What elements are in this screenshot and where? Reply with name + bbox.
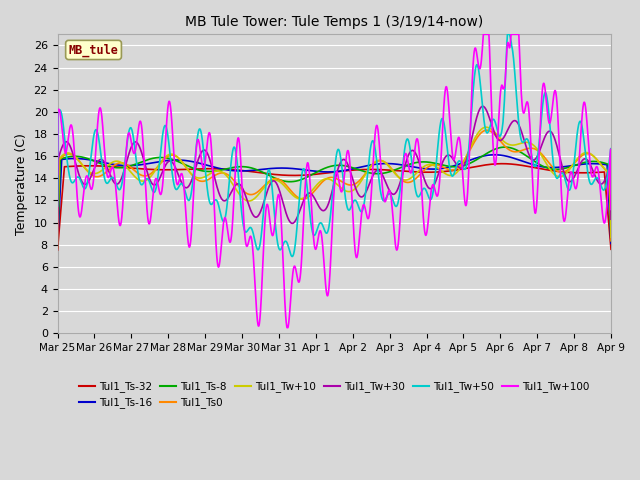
Tul1_Ts-8: [591, 158, 599, 164]
Line: Tul1_Tw+30: Tul1_Tw+30: [58, 106, 611, 247]
Tul1_Ts-8: [54, 243, 61, 249]
Tul1_Ts-8: [308, 172, 316, 178]
Tul1_Ts0: [591, 155, 599, 161]
Tul1_Tw+50: [54, 203, 61, 209]
Tul1_Tw+50: [323, 230, 331, 236]
Tul1_Ts-32: [490, 161, 497, 167]
Tul1_Ts-32: [308, 172, 316, 178]
Y-axis label: Temperature (C): Temperature (C): [15, 133, 28, 235]
Line: Tul1_Ts-8: Tul1_Ts-8: [58, 147, 611, 246]
Tul1_Tw+50: [607, 191, 615, 197]
Tul1_Tw+10: [490, 128, 497, 134]
Tul1_Tw+100: [607, 206, 615, 212]
Tul1_Tw+10: [607, 234, 615, 240]
Tul1_Tw+50: [490, 117, 497, 122]
Tul1_Ts-16: [591, 161, 599, 167]
Tul1_Ts-16: [82, 156, 90, 162]
Tul1_Tw+30: [607, 216, 615, 222]
Tul1_Tw+50: [308, 228, 316, 234]
Tul1_Tw+10: [82, 166, 90, 172]
Tul1_Tw+30: [82, 181, 90, 187]
Tul1_Tw+50: [82, 185, 90, 191]
Tul1_Ts-32: [607, 246, 615, 252]
Line: Tul1_Ts-16: Tul1_Ts-16: [58, 155, 611, 246]
Tul1_Ts0: [607, 238, 615, 244]
Tul1_Ts-32: [499, 161, 506, 167]
Tul1_Tw+30: [479, 103, 486, 109]
Tul1_Ts-16: [491, 152, 499, 157]
Tul1_Tw+10: [323, 176, 330, 181]
Tul1_Ts-8: [591, 158, 599, 164]
Line: Tul1_Ts-32: Tul1_Ts-32: [58, 164, 611, 250]
Line: Tul1_Tw+10: Tul1_Tw+10: [58, 127, 611, 247]
Tul1_Tw+30: [54, 244, 61, 250]
Tul1_Tw+100: [591, 166, 599, 171]
Tul1_Ts0: [591, 155, 599, 160]
Tul1_Tw+10: [54, 244, 61, 250]
Tul1_Ts0: [490, 131, 497, 136]
Tul1_Ts-16: [54, 243, 61, 249]
Tul1_Ts0: [308, 191, 316, 197]
Tul1_Tw+100: [284, 325, 291, 331]
Tul1_Tw+50: [289, 253, 296, 259]
Title: MB Tule Tower: Tule Temps 1 (3/19/14-now): MB Tule Tower: Tule Temps 1 (3/19/14-now…: [185, 15, 483, 29]
Tul1_Tw+50: [591, 176, 599, 181]
Tul1_Tw+50: [591, 176, 599, 182]
Tul1_Tw+100: [479, 32, 487, 37]
Tul1_Tw+10: [591, 155, 599, 161]
Tul1_Tw+30: [591, 173, 599, 179]
Tul1_Tw+100: [323, 292, 331, 298]
Tul1_Ts0: [82, 166, 90, 172]
Tul1_Ts-8: [501, 144, 509, 150]
Tul1_Tw+30: [490, 128, 497, 133]
Tul1_Ts0: [483, 127, 490, 133]
Tul1_Tw+30: [323, 205, 330, 211]
Tul1_Ts-8: [607, 238, 615, 243]
Tul1_Tw+10: [483, 124, 490, 130]
Text: MB_tule: MB_tule: [68, 43, 118, 57]
Tul1_Ts-32: [323, 170, 330, 176]
Line: Tul1_Tw+50: Tul1_Tw+50: [58, 35, 611, 256]
Tul1_Tw+100: [82, 175, 90, 181]
Tul1_Ts-16: [490, 152, 497, 157]
Tul1_Tw+100: [591, 167, 599, 172]
Tul1_Ts0: [54, 244, 61, 250]
Tul1_Tw+10: [591, 155, 599, 160]
Tul1_Ts-8: [323, 165, 330, 170]
Tul1_Ts-8: [82, 155, 90, 161]
Tul1_Tw+100: [490, 156, 498, 161]
Tul1_Ts-8: [490, 147, 497, 153]
Tul1_Tw+100: [308, 217, 316, 223]
Tul1_Ts-16: [591, 161, 599, 167]
Tul1_Ts-32: [54, 247, 61, 253]
Tul1_Ts0: [323, 176, 330, 181]
Line: Tul1_Tw+100: Tul1_Tw+100: [58, 35, 611, 328]
Line: Tul1_Ts0: Tul1_Ts0: [58, 130, 611, 247]
Tul1_Ts-16: [607, 240, 615, 246]
Tul1_Tw+30: [308, 192, 316, 197]
Tul1_Tw+50: [504, 32, 511, 37]
Tul1_Ts-32: [591, 169, 599, 175]
Tul1_Tw+100: [54, 172, 61, 178]
Tul1_Tw+10: [308, 188, 316, 193]
Tul1_Ts-32: [591, 169, 599, 175]
Tul1_Tw+30: [591, 173, 599, 179]
Tul1_Ts-16: [308, 168, 316, 174]
Legend: Tul1_Ts-32, Tul1_Ts-16, Tul1_Ts-8, Tul1_Ts0, Tul1_Tw+10, Tul1_Tw+30, Tul1_Tw+50,: Tul1_Ts-32, Tul1_Ts-16, Tul1_Ts-8, Tul1_…: [75, 377, 593, 413]
Tul1_Ts-32: [82, 163, 90, 168]
Tul1_Ts-16: [323, 169, 330, 175]
